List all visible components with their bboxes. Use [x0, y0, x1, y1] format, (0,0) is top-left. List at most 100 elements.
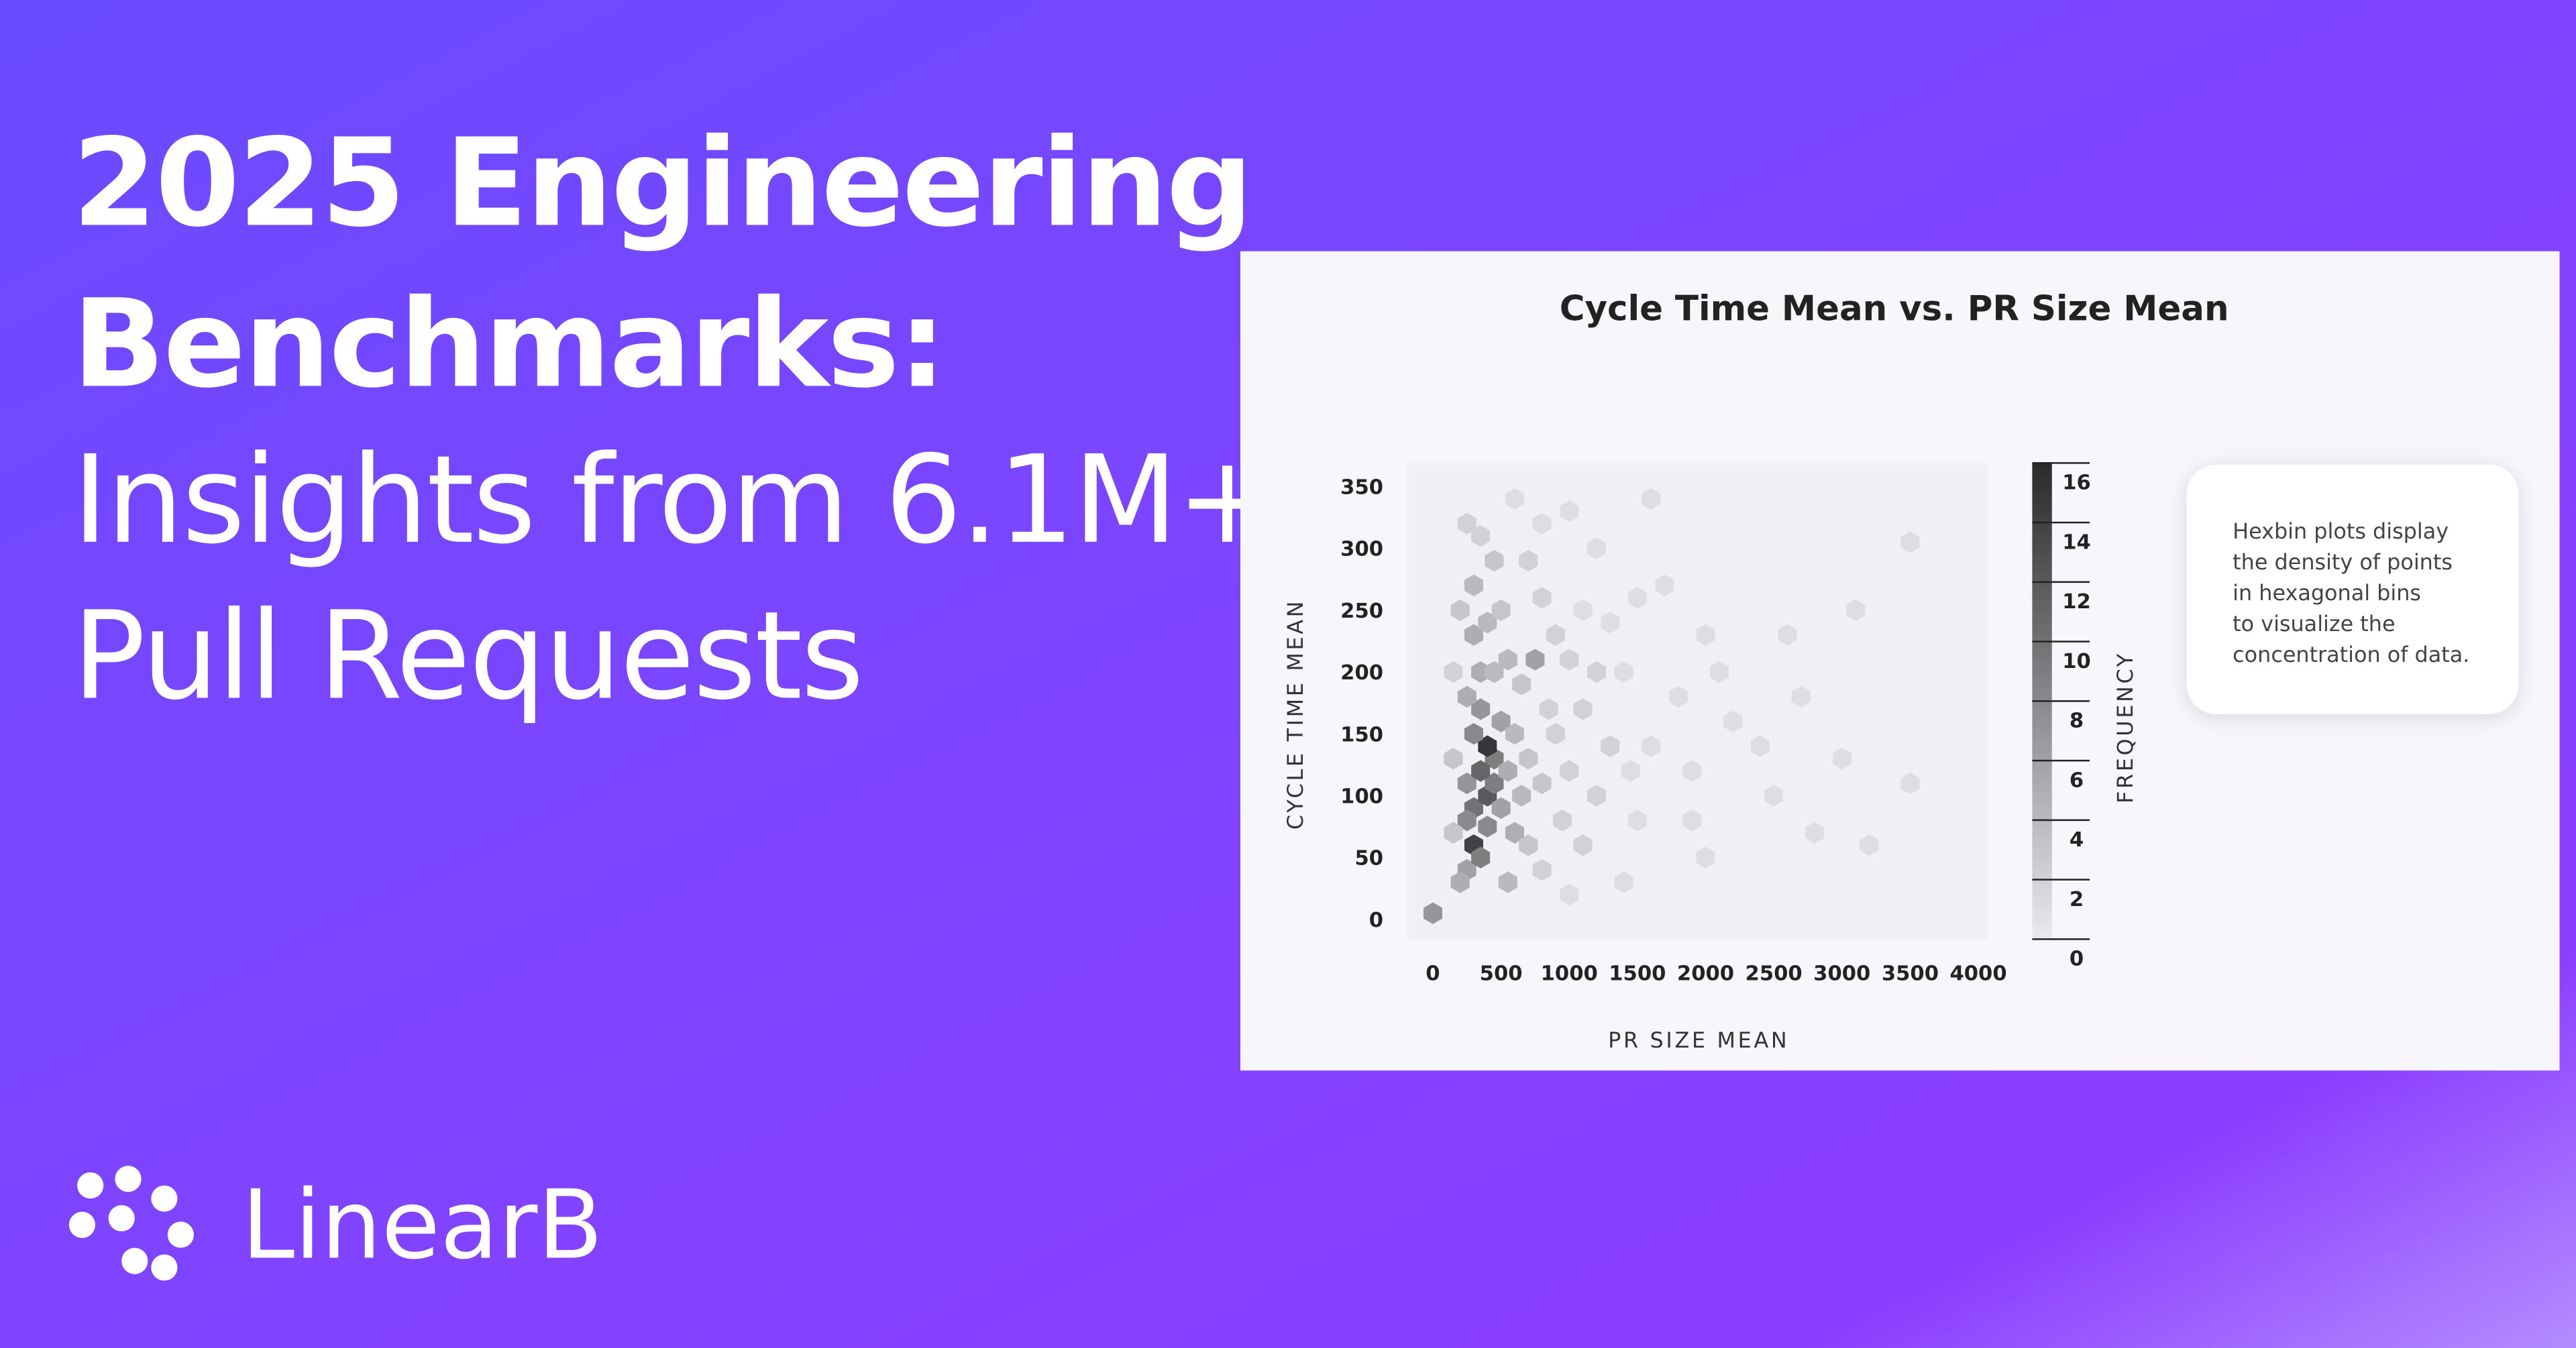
hexbin-cell — [1900, 772, 1920, 795]
brand-name: LinearB — [241, 1170, 603, 1280]
x-tick-label: 4000 — [1949, 962, 2006, 986]
hexbin-cell — [1532, 587, 1552, 609]
hexbin-cell — [1485, 549, 1504, 572]
note-line: the density of points — [2233, 549, 2453, 575]
colorbar-tick-label: 6 — [2070, 769, 2084, 792]
hexbin-cell — [1512, 673, 1532, 695]
hexbin-cell — [1560, 760, 1579, 782]
note-line: to visualize the — [2233, 611, 2395, 636]
hexbin-cell — [1621, 760, 1640, 782]
colorbar-tick-label: 2 — [2070, 888, 2084, 911]
note-box — [2186, 464, 2519, 714]
hexbin-cell — [1791, 685, 1811, 708]
note-line: in hexagonal bins — [2233, 580, 2421, 606]
hexbin-cell — [1601, 612, 1620, 634]
hexbin-cell — [1450, 599, 1470, 622]
y-axis-label: CYCLE TIME MEAN — [1283, 599, 1308, 830]
hexbin-cell — [1627, 809, 1647, 832]
hexbin-cell — [1655, 574, 1674, 597]
hexbin-cell — [1464, 624, 1483, 646]
hexbin-cell — [1485, 661, 1504, 683]
y-tick-label: 350 — [1340, 475, 1383, 499]
y-tick-label: 250 — [1340, 600, 1383, 623]
hexbin-cell — [1546, 723, 1565, 745]
hexbin-cell — [1471, 525, 1491, 547]
hexbin-cell — [1668, 685, 1688, 708]
headline: 2025 Engineering — [72, 112, 1252, 254]
hexbin-cell — [1491, 710, 1511, 732]
hexbin-cell — [1498, 871, 1517, 893]
x-tick-label: 1500 — [1609, 962, 1666, 986]
x-tick-label: 500 — [1480, 962, 1523, 986]
hexbin-cell — [1457, 512, 1477, 535]
hexbin-cell — [1478, 735, 1497, 757]
x-tick-label: 3000 — [1813, 962, 1870, 986]
headline: Insights from 6.1M+ — [72, 429, 1277, 571]
headline: Pull Requests — [72, 585, 863, 727]
y-tick-label: 0 — [1369, 909, 1383, 932]
hexbin-cell — [1464, 723, 1483, 745]
x-tick-label: 2000 — [1677, 962, 1734, 986]
hexbin-cell — [1457, 685, 1477, 708]
hexbin-cell — [1485, 772, 1504, 795]
hexbin-cell — [1471, 698, 1491, 720]
hexbin-cell — [1560, 649, 1579, 671]
hexbin-cell — [1900, 531, 1920, 553]
colorbar-tick-label: 8 — [2070, 710, 2084, 733]
hexbin-cell — [1464, 574, 1483, 597]
hexbin-cell — [1778, 624, 1797, 646]
hexbin-cell — [1478, 612, 1497, 634]
plot-area — [1406, 463, 1988, 940]
hexbin-cell — [1601, 735, 1620, 757]
hexbin-cell — [1519, 549, 1538, 572]
hexbin-cell — [1498, 760, 1517, 782]
hexbin-cell — [1532, 772, 1552, 795]
hexbin-cell — [1471, 846, 1491, 868]
hexbin-cell — [1682, 760, 1702, 782]
hexbin-cell — [1444, 661, 1463, 683]
logo-icon — [68, 1166, 194, 1281]
colorbar-tick-label: 12 — [2062, 590, 2091, 614]
hexbin-cell — [1505, 822, 1524, 844]
y-tick-label: 150 — [1340, 723, 1383, 746]
hexbin-cell — [1750, 735, 1770, 757]
hexbin-cell — [1546, 624, 1565, 646]
x-tick-label: 0 — [1426, 962, 1440, 986]
colorbar-tick-label: 16 — [2062, 471, 2091, 495]
hexbin-cell — [1573, 834, 1593, 856]
x-tick-label: 1000 — [1541, 962, 1598, 986]
hexbin-cell — [1553, 809, 1572, 832]
hexbin-cell — [1696, 624, 1715, 646]
y-tick-label: 100 — [1340, 785, 1383, 808]
x-tick-label: 3500 — [1882, 962, 1939, 986]
hexbin-cell — [1444, 747, 1463, 770]
hexbin-cell — [1512, 785, 1532, 807]
hexbin-cell — [1764, 785, 1784, 807]
colorbar-tick-label: 0 — [2070, 948, 2084, 971]
hexbin-cell — [1525, 649, 1545, 671]
hexbin-cell — [1519, 834, 1538, 856]
hexbin-cell — [1471, 760, 1491, 782]
hexbin-cell — [1860, 834, 1879, 856]
y-tick-label: 200 — [1340, 661, 1383, 685]
hexbin-cell — [1560, 500, 1579, 522]
hexbin-cell — [1498, 649, 1517, 671]
hexbin-cell — [1682, 809, 1702, 832]
hexbin-cell — [1505, 488, 1524, 510]
hexbin-cell — [1832, 747, 1851, 770]
hexbin-cell — [1505, 723, 1524, 745]
hexbin-cell — [1846, 599, 1866, 622]
y-tick-label: 50 — [1354, 847, 1383, 870]
hexbin-cell — [1560, 883, 1579, 906]
colorbar-tick-label: 10 — [2062, 650, 2091, 673]
note-line: Hexbin plots display — [2233, 518, 2449, 544]
hexbin-cell — [1805, 822, 1825, 844]
hexbin-cell — [1696, 846, 1715, 868]
hexbin-cell — [1519, 747, 1538, 770]
hexbin-cell — [1627, 587, 1647, 609]
hexbin-cell — [1491, 599, 1511, 622]
hexbin-cell — [1614, 661, 1633, 683]
hexbin-cell — [1573, 599, 1593, 622]
colorbar-label: FREQUENCY — [2112, 651, 2138, 803]
